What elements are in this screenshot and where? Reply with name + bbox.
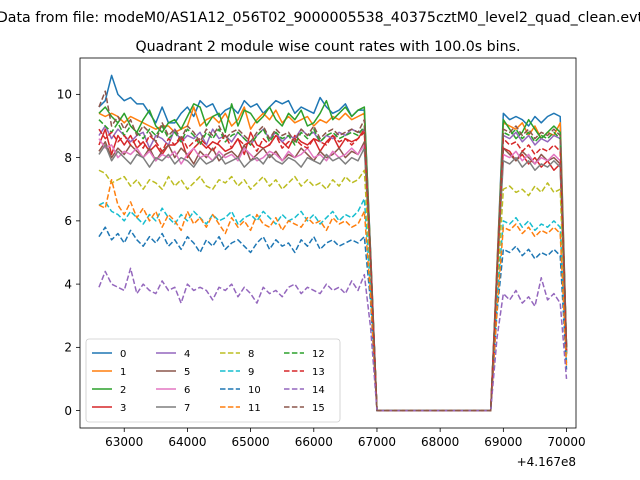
y-tick-label: 8: [64, 151, 72, 165]
series-lines: [98, 74, 568, 412]
legend-label-8: 8: [248, 349, 254, 360]
legend-label-7: 7: [184, 403, 190, 414]
legend-label-9: 9: [248, 367, 254, 378]
y-tick-label: 6: [64, 214, 72, 228]
x-tick-label: 64000: [168, 435, 206, 449]
legend-label-0: 0: [120, 349, 126, 360]
series-line-13: [98, 128, 568, 412]
plot-area: 63000 64000 65000 66000 67000 68000 69000 70000…: [57, 57, 586, 469]
legend-label-15: 15: [312, 403, 325, 414]
x-offset-label: +4.167e8: [517, 455, 576, 469]
legend-label-12: 12: [312, 349, 325, 360]
axes-frame: [79, 57, 577, 429]
x-tick-label: 68000: [421, 435, 459, 449]
series-line-9: [98, 197, 568, 412]
x-tick-label: 66000: [295, 435, 333, 449]
legend-label-6: 6: [184, 385, 190, 396]
series-line-10: [98, 226, 568, 412]
legend-label-5: 5: [184, 367, 190, 378]
x-tick-label: 67000: [358, 435, 396, 449]
y-tick-label: 4: [64, 277, 72, 291]
chart-title: Quadrant 2 module wise count rates with …: [135, 39, 520, 55]
legend-label-11: 11: [248, 403, 261, 414]
legend-label-2: 2: [120, 385, 126, 396]
y-tick-label: 2: [64, 341, 72, 355]
y-axis: 0 2 4 6 8 10: [57, 88, 80, 418]
x-tick-label: 69000: [484, 435, 522, 449]
legend-label-13: 13: [312, 367, 325, 378]
legend-label-4: 4: [184, 349, 190, 360]
legend-box: [85, 338, 341, 423]
y-tick-label: 10: [57, 88, 72, 102]
figure-suptitle: Data from file: modeM0/AS1A12_056T02_900…: [0, 10, 640, 26]
x-tick-label: 70000: [547, 435, 585, 449]
legend-label-1: 1: [120, 367, 126, 378]
x-tick-label: 65000: [232, 435, 270, 449]
legend-label-10: 10: [248, 385, 261, 396]
y-tick-label: 0: [64, 404, 72, 418]
legend-label-3: 3: [120, 403, 126, 414]
series-line-15: [98, 90, 568, 412]
series-line-8: [98, 169, 568, 412]
x-tick-label: 63000: [105, 435, 143, 449]
legend-label-14: 14: [312, 385, 325, 396]
x-axis: 63000 64000 65000 66000 67000 68000 69000 70000: [105, 428, 586, 449]
